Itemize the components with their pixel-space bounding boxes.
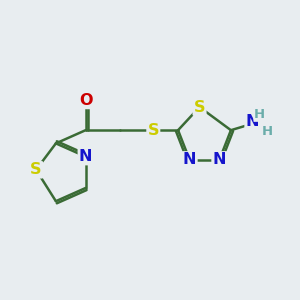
Text: S: S — [30, 162, 42, 177]
Text: S: S — [194, 100, 205, 115]
Text: S: S — [148, 123, 159, 138]
Text: N: N — [246, 114, 259, 129]
Text: N: N — [183, 152, 196, 167]
Text: O: O — [79, 93, 92, 108]
Text: H: H — [262, 125, 273, 138]
Text: H: H — [254, 108, 265, 121]
Text: N: N — [213, 152, 226, 167]
Text: N: N — [79, 149, 92, 164]
